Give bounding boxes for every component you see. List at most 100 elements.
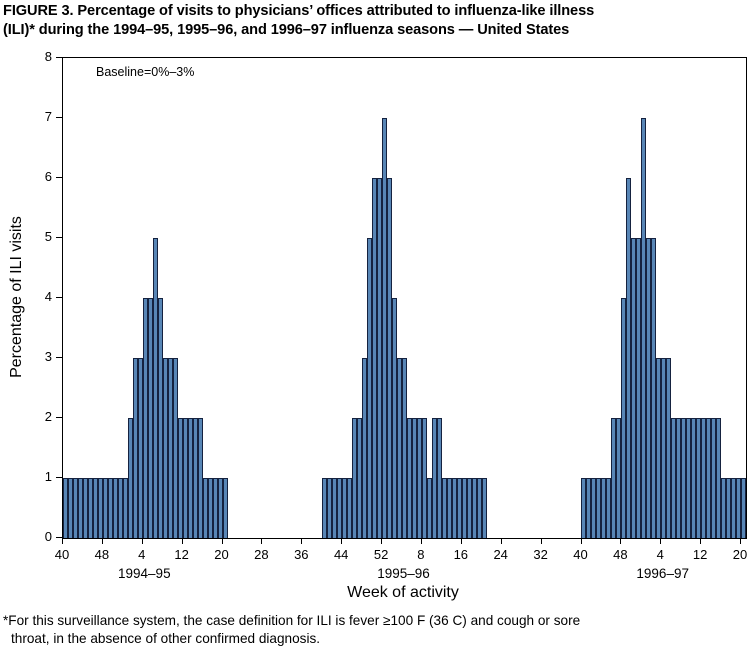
bar-season1-week52: [382, 118, 388, 538]
bar-season1-week7: [416, 418, 422, 538]
bar-season2-week19: [736, 478, 741, 538]
bar-season1-week40: [322, 478, 328, 538]
x-tick-label-6: 36: [294, 547, 309, 562]
bar-season1-week10: [431, 418, 437, 538]
bar-season2-week10: [691, 418, 697, 538]
bar-season1-week45: [347, 478, 353, 538]
bar-season1-week13: [446, 478, 452, 538]
x-tick-label-7: 44: [333, 547, 349, 562]
x-tick-2: [141, 538, 143, 544]
x-tick-label-4: 20: [214, 547, 229, 562]
bar-season2-week14: [711, 418, 717, 538]
x-tick-label-14: 48: [613, 547, 628, 562]
x-tick-label-10: 16: [453, 547, 469, 562]
bar-season0-week46: [92, 478, 98, 538]
y-tick-8: [56, 57, 62, 58]
bar-season2-week50: [631, 238, 637, 538]
bar-season2-week15: [716, 418, 722, 538]
bar-season0-week43: [77, 478, 83, 538]
bar-season1-week46: [352, 418, 358, 538]
y-tick-1: [56, 477, 62, 478]
bar-season0-week19: [217, 478, 223, 538]
bar-season1-week14: [451, 478, 457, 538]
y-tick-label-6: 6: [44, 169, 52, 184]
bar-season1-week3: [397, 358, 402, 538]
bar-season2-week52: [641, 118, 647, 538]
bar-season1-week8: [421, 418, 427, 538]
bar-season0-week8: [162, 358, 168, 538]
y-tick-label-4: 4: [44, 289, 52, 304]
x-tick-label-8: 52: [373, 547, 389, 562]
x-tick-15: [660, 538, 662, 544]
bar-season2-week46: [611, 418, 617, 538]
bar-season0-week2: [132, 358, 138, 538]
bar-season2-week48: [621, 298, 627, 538]
bar-season2-week16: [721, 478, 727, 538]
bar-season0-week16: [202, 478, 208, 538]
bar-season1-week41: [327, 478, 333, 538]
y-tick-label-1: 1: [44, 469, 52, 484]
bar-season1-week48: [362, 358, 368, 538]
bar-season0-week6: [152, 238, 158, 538]
bar-season0-week10: [172, 358, 178, 538]
bar-season2-week11: [696, 418, 702, 538]
plot-area: Baseline=0%–3%: [62, 57, 747, 539]
x-tick-0: [62, 538, 63, 544]
x-tick-17: [740, 538, 741, 544]
x-axis-title: Week of activity: [347, 584, 459, 601]
x-tick-label-3: 12: [174, 547, 189, 562]
bar-season0-week5: [147, 298, 153, 538]
y-tick-label-8: 8: [44, 49, 52, 64]
bar-season2-week6: [671, 418, 677, 538]
bar-season2-week43: [596, 478, 602, 538]
bar-season0-week40: [63, 478, 68, 538]
y-tick-2: [56, 417, 62, 418]
x-tick-3: [181, 538, 183, 544]
season-label-2: 1996–97: [636, 566, 689, 581]
x-tick-7: [341, 538, 343, 544]
bar-season1-week6: [411, 418, 417, 538]
x-tick-label-5: 28: [254, 547, 269, 562]
bar-season1-week44: [342, 478, 348, 538]
figure-title: FIGURE 3. Percentage of visits to physic…: [3, 2, 753, 40]
bar-season2-week47: [616, 418, 622, 538]
bar-season2-week44: [601, 478, 607, 538]
bar-season2-week20: [741, 478, 746, 538]
bar-season1-week12: [441, 478, 447, 538]
y-tick-4: [56, 297, 62, 298]
bar-season0-week42: [72, 478, 78, 538]
bar-season2-week4: [661, 358, 667, 538]
bar-season0-week48: [102, 478, 108, 538]
bar-season2-week49: [626, 178, 632, 538]
x-tick-8: [381, 538, 383, 544]
bar-season1-week16: [461, 478, 467, 538]
y-tick-3: [56, 357, 62, 358]
y-tick-label-2: 2: [44, 409, 52, 424]
bar-season2-week9: [686, 418, 692, 538]
bar-season0-week18: [212, 478, 218, 538]
figure-title-line2: (ILI)* during the 1994–95, 1995–96, and …: [3, 22, 570, 38]
bar-season2-week1: [646, 238, 652, 538]
bar-season0-week7: [157, 298, 163, 538]
bar-season2-week42: [591, 478, 597, 538]
x-tick-16: [700, 538, 702, 544]
y-tick-label-3: 3: [44, 349, 52, 364]
bar-season1-week42: [332, 478, 338, 538]
x-tick-12: [540, 538, 542, 544]
y-tick-label-0: 0: [44, 529, 52, 544]
x-tick-6: [301, 538, 303, 544]
bar-season2-week18: [731, 478, 737, 538]
bar-season0-week12: [182, 418, 188, 538]
y-tick-label-7: 7: [44, 109, 52, 124]
x-tick-14: [620, 538, 622, 544]
bar-season2-week45: [606, 478, 612, 538]
baseline-annotation: Baseline=0%–3%: [96, 65, 195, 79]
bar-season0-week41: [67, 478, 73, 538]
x-tick-4: [221, 538, 223, 544]
bar-season1-week1: [387, 178, 393, 538]
bar-season1-week11: [436, 418, 442, 538]
bar-season0-week13: [187, 418, 193, 538]
y-tick-label-5: 5: [44, 229, 52, 244]
